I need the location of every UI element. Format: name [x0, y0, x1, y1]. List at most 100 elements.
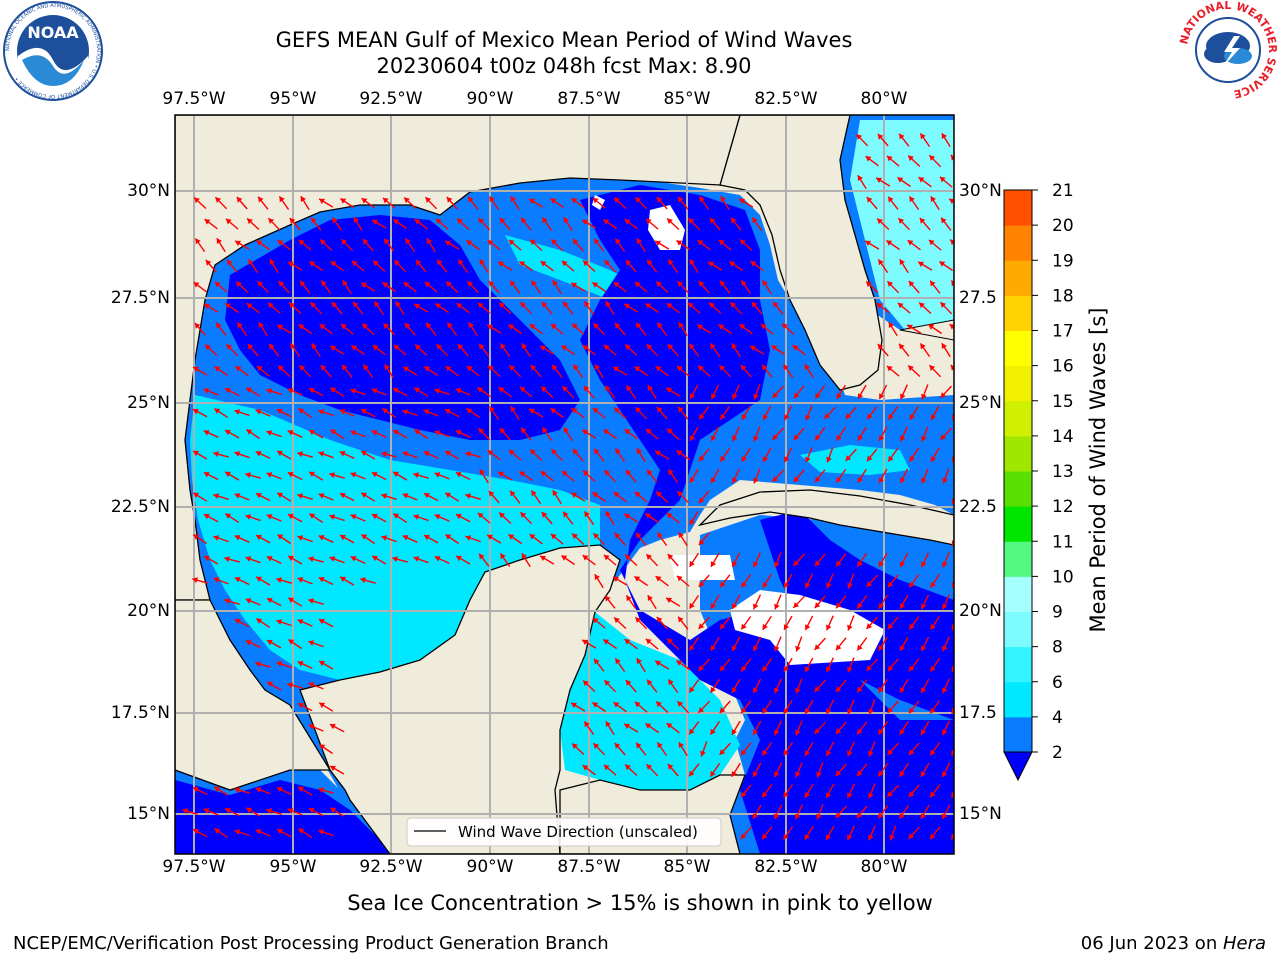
- wave-arrow-head: [297, 703, 304, 709]
- wave-arrow-head: [289, 302, 295, 309]
- colorbar-segment: [1004, 576, 1032, 612]
- wave-arrow-head: [920, 729, 927, 735]
- zone-deep-center: [580, 185, 954, 854]
- wave-arrow-head: [414, 219, 421, 225]
- lon-label-bottom: 90°W: [466, 857, 514, 877]
- wave-arrow-head: [689, 519, 695, 525]
- wave-arrow-head: [204, 555, 210, 562]
- wave-arrow-head: [309, 471, 315, 477]
- wave-arrow-head: [224, 808, 231, 814]
- wave-arrow-head: [647, 679, 653, 686]
- wave-arrow-head: [213, 451, 219, 458]
- wave-arrow-head: [826, 456, 832, 463]
- wave-arrow-head: [636, 658, 642, 664]
- wave-arrow-head: [247, 344, 254, 350]
- wave-arrow-head: [941, 133, 947, 139]
- wave-arrow-head: [298, 786, 304, 792]
- wave-arrow-head: [868, 708, 874, 715]
- wave-arrow-head: [920, 813, 926, 819]
- wave-arrow-head: [299, 365, 306, 371]
- lat-label-left: 22.5°N: [110, 497, 170, 517]
- wave-arrow-head: [907, 324, 913, 330]
- wave-arrow-head: [298, 828, 305, 834]
- wave-arrow-head: [878, 686, 884, 693]
- wave-arrow-head: [868, 792, 874, 799]
- wave-arrow-head: [414, 387, 420, 393]
- white-patch-1: [648, 205, 685, 250]
- wave-arrow-head: [457, 218, 463, 225]
- wave-arrow-head: [762, 582, 768, 588]
- wave-arrow-head: [318, 535, 325, 541]
- wave-arrow-head: [330, 387, 336, 393]
- wave-arrow-head: [455, 472, 462, 478]
- wave-arrow-head: [479, 343, 485, 350]
- colorbar-segment: [1004, 295, 1032, 331]
- wave-arrow-head: [529, 534, 536, 540]
- wave-arrow-head: [930, 456, 937, 462]
- wave-arrow-head: [626, 595, 632, 602]
- wave-arrow-head: [772, 434, 779, 440]
- wave-arrow-head: [594, 574, 600, 580]
- map-legend: Wind Wave Direction (unscaled): [406, 817, 722, 847]
- wave-arrow-head: [594, 448, 600, 455]
- wave-arrow-head: [444, 408, 451, 415]
- wave-arrow-head: [624, 513, 630, 519]
- wave-arrow-head: [794, 392, 800, 399]
- wave-arrow-head: [697, 240, 704, 246]
- wave-arrow-head: [900, 477, 906, 484]
- wave-arrow-head: [415, 260, 422, 266]
- wave-arrow-head: [656, 491, 662, 498]
- wave-arrow-head: [795, 729, 801, 736]
- wave-arrow-head: [886, 365, 893, 372]
- wave-arrow-head: [214, 366, 221, 372]
- colorbar-tick-label: 12: [1052, 497, 1074, 517]
- wave-arrow-head: [886, 155, 893, 162]
- wave-arrow-head: [193, 450, 199, 457]
- wave-arrow-head: [194, 197, 200, 204]
- wave-arrow-head: [783, 624, 790, 630]
- colorbar-segment: [1004, 190, 1032, 226]
- wave-arrow-head: [572, 449, 579, 455]
- wave-arrow-head: [888, 581, 894, 588]
- wave-arrow-head: [318, 493, 325, 499]
- wave-arrow-head: [436, 344, 443, 350]
- wave-arrow-head: [645, 303, 652, 309]
- wave-arrow-head: [731, 645, 738, 651]
- wave-arrow-head: [718, 239, 725, 246]
- wave-arrow-head: [276, 577, 282, 584]
- wave-arrow-head: [362, 323, 368, 330]
- wave-arrow-head: [774, 771, 780, 778]
- wave-arrow-head: [309, 261, 316, 267]
- land-bahamas: [899, 319, 954, 341]
- wave-arrow-head: [542, 217, 548, 224]
- lon-label-top: 82.5°W: [754, 89, 818, 109]
- wave-arrow-head: [814, 560, 821, 567]
- wave-arrow-head: [531, 280, 537, 287]
- wave-arrow-head: [730, 302, 737, 308]
- wave-arrow-head: [381, 451, 387, 458]
- wave-arrow-head: [255, 409, 262, 415]
- wave-arrow-head: [297, 493, 303, 499]
- wave-arrow-head: [689, 393, 696, 399]
- wave-arrow-head: [329, 556, 336, 562]
- wave-arrow-head: [319, 744, 326, 750]
- wave-arrow-head: [899, 729, 905, 735]
- wave-arrow-head: [676, 240, 683, 246]
- wave-arrow-head: [667, 764, 674, 770]
- wave-arrow-head: [297, 661, 304, 667]
- wave-arrow-head: [193, 282, 200, 288]
- wave-arrow-head: [213, 493, 219, 499]
- wave-arrow-head: [510, 406, 516, 412]
- wave-arrow-head: [699, 196, 705, 203]
- wave-arrow-head: [519, 386, 526, 393]
- wave-arrow-head: [930, 707, 936, 714]
- wave-arrow-head: [625, 344, 631, 351]
- wave-arrow-head: [625, 470, 632, 476]
- wave-arrow-head: [330, 261, 337, 267]
- wave-arrow-head: [402, 535, 409, 541]
- wave-arrow-head: [267, 639, 273, 646]
- wave-arrow-head: [297, 577, 304, 583]
- wave-arrow-head: [762, 791, 768, 798]
- wave-arrow-head: [741, 749, 747, 756]
